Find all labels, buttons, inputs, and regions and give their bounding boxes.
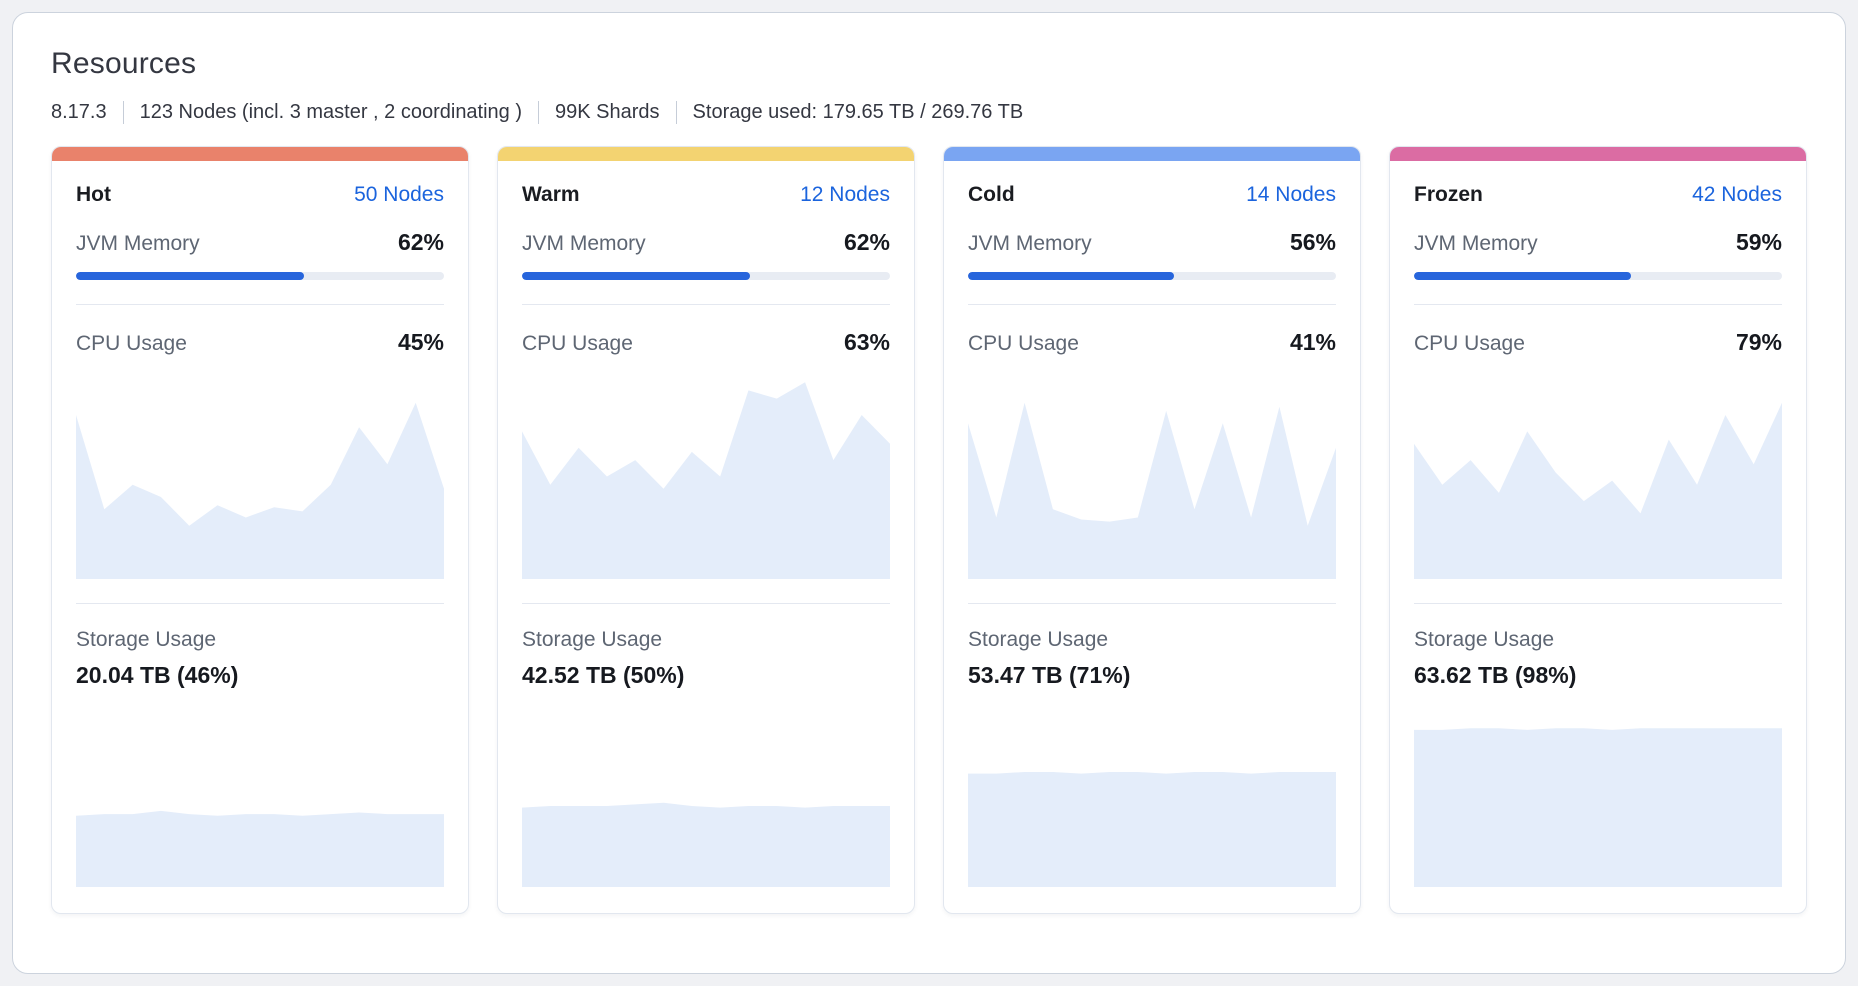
- storage-usage-value: 53.47 TB (71%): [968, 662, 1131, 688]
- cpu-usage-label: CPU Usage: [1414, 332, 1525, 355]
- tier-card-hot: Hot 50 Nodes JVM Memory 62% CPU Usage 45…: [51, 146, 469, 914]
- meta-version: 8.17.3: [51, 101, 107, 123]
- jvm-memory-label: JVM Memory: [522, 232, 646, 255]
- tier-card-body: Frozen 42 Nodes JVM Memory 59% CPU Usage…: [1390, 161, 1806, 913]
- tier-accent-bar: [1390, 147, 1806, 161]
- storage-usage-chart: [1414, 728, 1782, 887]
- jvm-memory-progress: [968, 272, 1336, 280]
- divider: [76, 603, 444, 604]
- tier-card-body: Cold 14 Nodes JVM Memory 56% CPU Usage 4…: [944, 161, 1360, 913]
- tier-name: Cold: [968, 183, 1015, 206]
- divider: [76, 304, 444, 305]
- cpu-usage-label: CPU Usage: [76, 332, 187, 355]
- tier-card-body: Hot 50 Nodes JVM Memory 62% CPU Usage 45…: [52, 161, 468, 913]
- storage-usage-label: Storage Usage: [76, 628, 217, 651]
- cpu-usage-value: 63%: [843, 329, 890, 355]
- storage-usage-chart: [968, 771, 1336, 887]
- storage-usage-chart: [522, 802, 890, 887]
- meta-nodes: 123 Nodes (incl. 3 master , 2 coordinati…: [122, 101, 538, 124]
- storage-usage-value: 42.52 TB (50%): [522, 662, 685, 688]
- storage-usage-label: Storage Usage: [1414, 628, 1555, 651]
- cpu-usage-chart: [968, 402, 1336, 579]
- divider: [968, 304, 1336, 305]
- tier-nodes-link[interactable]: 12 Nodes: [800, 183, 890, 206]
- tier-card-body: Warm 12 Nodes JVM Memory 62% CPU Usage 6…: [498, 161, 914, 913]
- jvm-memory-value: 62%: [397, 229, 444, 255]
- jvm-memory-progress: [76, 272, 444, 280]
- divider: [968, 603, 1336, 604]
- jvm-memory-value: 62%: [843, 229, 890, 255]
- jvm-memory-value: 56%: [1289, 229, 1336, 255]
- tier-card-warm: Warm 12 Nodes JVM Memory 62% CPU Usage 6…: [497, 146, 915, 914]
- divider: [522, 603, 890, 604]
- tier-name: Frozen: [1414, 183, 1483, 206]
- tier-accent-bar: [944, 147, 1360, 161]
- storage-usage-label: Storage Usage: [968, 628, 1109, 651]
- jvm-memory-progress-fill: [522, 272, 751, 280]
- cluster-meta: 8.17.3 123 Nodes (incl. 3 master , 2 coo…: [51, 101, 1807, 124]
- jvm-memory-label: JVM Memory: [968, 232, 1092, 255]
- jvm-memory-progress-fill: [1414, 272, 1632, 280]
- jvm-memory-progress: [522, 272, 890, 280]
- tier-nodes-link[interactable]: 42 Nodes: [1692, 183, 1782, 206]
- cpu-usage-chart: [1414, 402, 1782, 579]
- jvm-memory-progress-fill: [968, 272, 1175, 280]
- tier-accent-bar: [52, 147, 468, 161]
- storage-usage-label: Storage Usage: [522, 628, 663, 651]
- storage-usage-value: 20.04 TB (46%): [76, 662, 239, 688]
- jvm-memory-label: JVM Memory: [1414, 232, 1538, 255]
- jvm-memory-progress-fill: [76, 272, 305, 280]
- tier-name: Warm: [522, 183, 580, 206]
- jvm-memory-value: 59%: [1735, 229, 1782, 255]
- page-title: Resources: [51, 47, 197, 80]
- divider: [522, 304, 890, 305]
- storage-usage-value: 63.62 TB (98%): [1414, 662, 1577, 688]
- cpu-usage-chart: [522, 382, 890, 579]
- tier-accent-bar: [498, 147, 914, 161]
- resources-panel: Resources 8.17.3 123 Nodes (incl. 3 mast…: [12, 12, 1846, 974]
- jvm-memory-label: JVM Memory: [76, 232, 200, 255]
- cpu-usage-chart: [76, 402, 444, 579]
- cpu-usage-label: CPU Usage: [522, 332, 633, 355]
- tier-cards: Hot 50 Nodes JVM Memory 62% CPU Usage 45…: [51, 146, 1807, 914]
- tier-card-frozen: Frozen 42 Nodes JVM Memory 59% CPU Usage…: [1389, 146, 1807, 914]
- meta-shards: 99K Shards: [538, 101, 676, 124]
- divider: [1414, 603, 1782, 604]
- jvm-memory-progress: [1414, 272, 1782, 280]
- cpu-usage-value: 45%: [397, 329, 444, 355]
- tier-name: Hot: [76, 183, 111, 206]
- tier-nodes-link[interactable]: 14 Nodes: [1246, 183, 1336, 206]
- cpu-usage-value: 79%: [1735, 329, 1782, 355]
- divider: [1414, 304, 1782, 305]
- tier-card-cold: Cold 14 Nodes JVM Memory 56% CPU Usage 4…: [943, 146, 1361, 914]
- cpu-usage-label: CPU Usage: [968, 332, 1079, 355]
- cpu-usage-value: 41%: [1289, 329, 1336, 355]
- tier-nodes-link[interactable]: 50 Nodes: [354, 183, 444, 206]
- meta-storage-used: Storage used: 179.65 TB / 269.76 TB: [675, 101, 1040, 124]
- storage-usage-chart: [76, 810, 444, 887]
